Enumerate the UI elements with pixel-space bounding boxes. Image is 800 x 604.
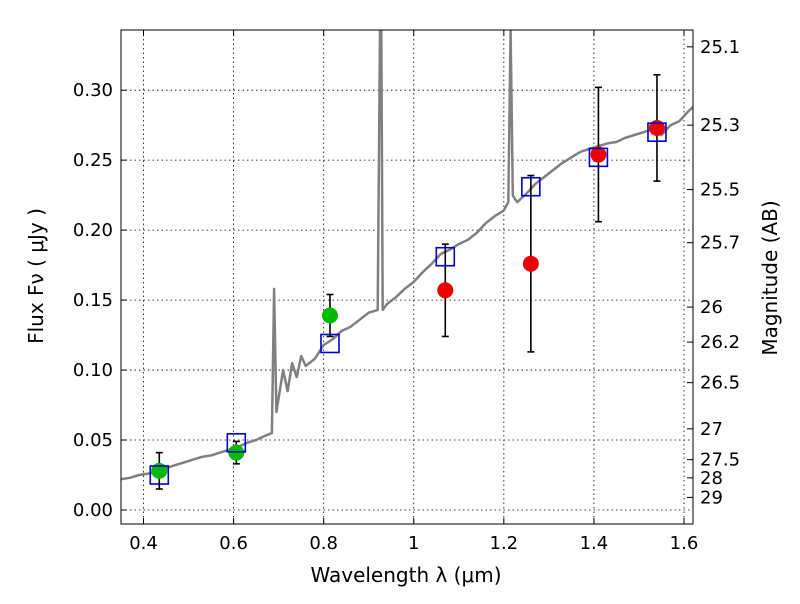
x-tick-label: 0.8: [309, 533, 338, 554]
right-tick-label: 25.7: [700, 233, 740, 254]
observed-point-red: [437, 282, 454, 299]
right-tick-label: 26.2: [700, 332, 740, 353]
x-tick-label: 1.6: [670, 533, 699, 554]
right-tick-label: 26.5: [700, 373, 740, 394]
x-tick-label: 1.2: [490, 533, 519, 554]
model-photometry-square: [588, 147, 609, 168]
observed-point-green: [151, 462, 168, 479]
model-photometry-square: [149, 465, 170, 485]
right-tick-label: 25.5: [700, 180, 740, 201]
observed-point-red: [648, 119, 665, 136]
x-tick-label: 1.4: [580, 533, 609, 554]
y-tick-label: 0.10: [73, 360, 113, 381]
y-tick-label: 0.20: [73, 220, 113, 241]
plot-frame: [120, 29, 694, 525]
model-photometry-square: [647, 122, 667, 142]
right-tick-label: 27.5: [700, 450, 740, 471]
x-axis-label: Wavelength λ (μm): [310, 563, 501, 587]
x-tick-label: 1: [408, 533, 419, 554]
plot-layer: [121, 30, 693, 490]
y-axis-label: Flux Fν ( μJy ): [24, 208, 48, 344]
model-photometry-square: [320, 333, 340, 354]
x-tick-label: 0.6: [219, 533, 248, 554]
y-tick-label: 0.30: [73, 80, 113, 101]
right-tick-label: 29: [700, 487, 723, 508]
right-tick-label: 28: [700, 468, 723, 489]
model-photometry-square: [521, 176, 541, 197]
model-photometry-square: [226, 433, 247, 453]
model-spectrum-line: [121, 30, 693, 481]
right-tick-label: 25.3: [700, 115, 740, 136]
y-tick-label: 0.05: [73, 430, 113, 451]
right-axis-label: Magnitude (AB): [758, 200, 782, 355]
y-tick-label: 0.15: [73, 290, 113, 311]
y-tick-label: 0.00: [73, 500, 113, 521]
right-tick-label: 25.1: [700, 37, 740, 58]
tick-layer: 0.4 0.6 0.8 1 1.2 1.4 1.6 0.00 0.05 0.10 0.15 0.20 0…: [73, 30, 740, 554]
observed-point-red: [522, 255, 539, 272]
observed-point-green: [321, 307, 338, 324]
x-tick-label: 0.4: [129, 533, 158, 554]
observed-point-red: [590, 146, 607, 163]
grid-layer: [121, 30, 693, 524]
right-tick-label: 27: [700, 419, 723, 440]
model-photometry-square: [435, 246, 456, 267]
y-tick-label: 0.25: [73, 150, 113, 171]
right-tick-label: 26: [700, 297, 723, 318]
